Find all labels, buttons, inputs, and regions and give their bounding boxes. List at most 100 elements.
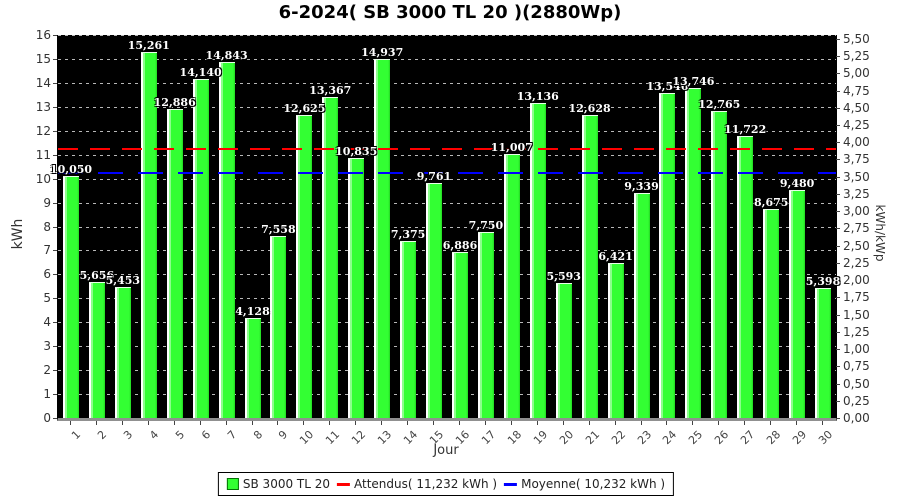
bar-value-label: 12,625	[283, 101, 326, 115]
bar-day-28	[763, 209, 780, 418]
y-tick-label-right: 2,00	[843, 273, 870, 288]
bar-value-label: 11,722	[724, 123, 767, 137]
bar-day-1	[63, 176, 79, 418]
gridline	[58, 35, 836, 36]
gridline	[58, 58, 836, 60]
y-tick-label-right: 3,50	[843, 169, 870, 184]
x-tick	[355, 421, 357, 425]
y-tick-label-right: 5,00	[843, 66, 870, 81]
plot-area: 10,050 5,656 5,453 15,261 12,886 14,140 14,843…	[50, 35, 840, 421]
bar-day-3	[114, 286, 131, 418]
bar-day-30	[815, 287, 831, 418]
y-tick-right	[836, 193, 840, 195]
gridline	[58, 394, 836, 396]
y-tick-right	[836, 280, 840, 282]
x-tick	[718, 421, 720, 425]
x-tick	[666, 421, 668, 425]
gridline	[58, 130, 836, 132]
y-tick-right	[836, 159, 840, 161]
y-tick-right	[836, 262, 840, 264]
y-tick-right	[836, 314, 840, 316]
bar-value-label: 6,421	[598, 250, 633, 264]
x-tick	[329, 421, 331, 425]
y-tick-label-right: 1,75	[843, 290, 870, 305]
bar-value-label: 7,750	[468, 218, 504, 232]
x-tick	[381, 421, 383, 425]
bar-value-label: 12,765	[698, 98, 741, 112]
bar-day-17	[477, 231, 494, 418]
x-tick	[173, 421, 175, 425]
y-tick-label-right: 3,75	[843, 152, 870, 167]
chart-title: 6-2024( SB 3000 TL 20 )(2880Wp)	[278, 2, 622, 23]
y-tick-left	[53, 154, 57, 156]
gridline	[58, 106, 836, 108]
y-tick-label-right: 3,25	[843, 186, 870, 201]
y-tick-left	[53, 106, 57, 108]
bar-value-label: 4,128	[235, 305, 270, 319]
bar-value-label: 14,843	[205, 48, 248, 62]
bar-day-12	[348, 157, 365, 418]
average-line-icon	[504, 482, 518, 486]
y-tick-right	[836, 366, 840, 368]
gridline	[58, 370, 836, 372]
reference-line-moyenne	[58, 172, 836, 175]
bar-value-label: 9,761	[416, 170, 452, 184]
x-tick	[303, 421, 305, 425]
y-tick-left	[53, 82, 57, 84]
x-axis-title: Jour	[433, 443, 459, 458]
y-tick-left	[53, 178, 57, 180]
x-tick	[770, 421, 772, 425]
x-tick	[251, 421, 253, 425]
bar-day-6	[192, 78, 209, 418]
x-tick-label: 6	[198, 428, 213, 443]
y-axis-title-right: kWh/kWp	[873, 204, 887, 262]
y-tick-right	[836, 73, 840, 75]
y-tick-label-right: 4,00	[843, 135, 870, 150]
y-tick-right	[836, 56, 840, 58]
y-tick-right	[836, 142, 840, 144]
bar-day-19	[529, 102, 546, 418]
x-tick	[277, 421, 279, 425]
y-tick-label-right: 3,00	[843, 204, 870, 219]
bar-value-label: 15,261	[127, 38, 170, 52]
bar-day-7	[218, 61, 235, 418]
legend-average-label: Moyenne( 10,232 kWh )	[521, 477, 666, 491]
legend-expected-label: Attendus( 11,232 kWh )	[354, 477, 498, 491]
bar-day-20	[555, 283, 572, 418]
gridline	[58, 250, 836, 252]
y-tick-left	[53, 394, 57, 396]
y-tick-label-left: 7	[43, 243, 51, 258]
x-tick	[70, 421, 71, 425]
bar-day-15	[426, 183, 442, 418]
y-tick-right	[836, 245, 840, 247]
y-tick-right	[836, 211, 840, 213]
y-tick-right	[836, 383, 840, 385]
y-tick-label-right: 1,25	[843, 324, 870, 339]
y-tick-right	[836, 107, 840, 109]
bar-day-11	[322, 97, 339, 418]
x-tick	[95, 421, 97, 425]
bar-day-2	[88, 281, 105, 418]
x-tick	[744, 421, 746, 425]
y-tick-left	[53, 418, 57, 419]
bar-value-label: 14,140	[179, 65, 222, 79]
y-tick-label-right: 2,25	[843, 255, 870, 270]
bar-value-label: 9,480	[779, 177, 815, 191]
y-tick-left	[53, 298, 57, 300]
y-tick-label-right: 4,25	[843, 118, 870, 132]
bar-day-18	[503, 153, 520, 418]
y-axis-title-left: kWh	[10, 218, 26, 250]
y-tick-label-right: 5,50	[843, 31, 870, 46]
series-swatch-icon	[226, 478, 239, 490]
bar-value-label: 13,746	[672, 75, 715, 88]
bar-day-27	[737, 136, 754, 418]
y-tick-label-left: 3	[43, 339, 51, 354]
y-tick-label-right: 0,00	[843, 411, 870, 425]
y-tick-label-right: 2,50	[843, 238, 870, 253]
x-tick-label: 9	[276, 428, 291, 443]
gridline	[58, 82, 836, 84]
y-tick-label-right: 2,75	[843, 221, 870, 236]
x-tick	[484, 421, 486, 425]
bar-day-10	[296, 114, 313, 418]
y-tick-right	[836, 349, 840, 351]
